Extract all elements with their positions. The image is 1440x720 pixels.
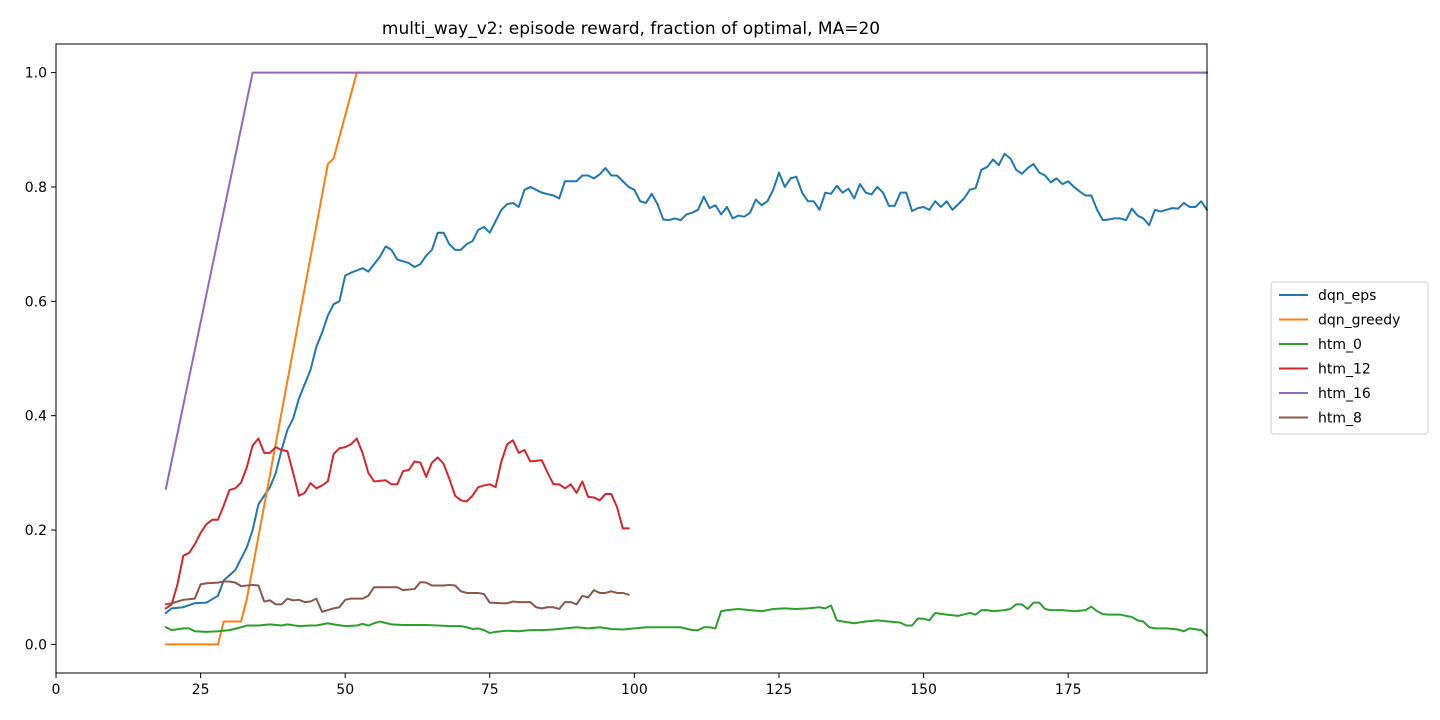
y-axis: 0.0 0.2 0.4 0.6 0.8 1.0 (25, 66, 56, 653)
y-tick-label: 0.6 (25, 294, 47, 310)
series-line-htm-16 (164, 71, 1208, 491)
legend-label: htm_16 (1318, 386, 1371, 402)
y-tick-label: 0.8 (25, 180, 47, 196)
series-line-dqn-greedy (164, 71, 1208, 646)
x-tick-label: 175 (1055, 682, 1082, 698)
x-tick-label: 125 (766, 682, 793, 698)
x-axis: 0 25 50 75 100 125 150 175 (52, 673, 1082, 698)
legend-label: htm_12 (1318, 362, 1371, 378)
series-line-htm-12 (164, 437, 630, 610)
legend-label: dqn_eps (1318, 288, 1376, 304)
x-tick-label: 75 (481, 682, 499, 698)
y-tick-label: 0.2 (25, 523, 47, 539)
series-line-htm-8 (164, 580, 630, 613)
legend-label: dqn_greedy (1318, 313, 1400, 329)
x-tick-label: 50 (336, 682, 354, 698)
plot-frame (55, 43, 1208, 674)
y-tick-label: 0.4 (25, 409, 47, 425)
x-tick-label: 25 (192, 682, 210, 698)
series-line-htm-0 (164, 601, 1209, 638)
plot-area (164, 71, 1209, 646)
y-tick-label: 0.0 (25, 637, 47, 653)
x-tick-label: 100 (621, 682, 648, 698)
legend: dqn_eps dqn_greedy htm_0 htm_12 htm_16 htm_8 (1270, 281, 1429, 435)
chart-title: multi_way_v2: episode reward, fraction o… (382, 19, 880, 39)
x-tick-label: 150 (910, 682, 937, 698)
legend-box (1270, 281, 1429, 435)
legend-label: htm_8 (1318, 411, 1362, 427)
legend-label: htm_0 (1318, 337, 1362, 353)
y-tick-label: 1.0 (25, 66, 47, 82)
x-tick-label: 0 (52, 682, 61, 698)
series-line-dqn-eps (164, 152, 1209, 615)
